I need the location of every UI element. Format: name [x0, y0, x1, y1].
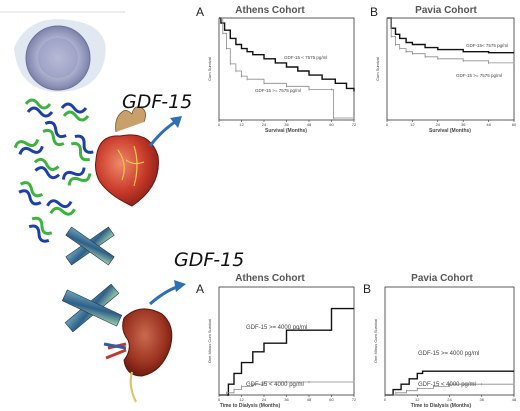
- x-tick-label: 60: [512, 122, 517, 127]
- chart-y-label: Cum Survival: [207, 57, 212, 81]
- x-tick-label: 24: [262, 397, 267, 402]
- chart-title: Pavia Cohort: [411, 273, 473, 284]
- gdf15-label-top: GDF-15: [122, 91, 192, 113]
- legend-label-high: GDF-15< 7575 pg/ml: [466, 43, 508, 48]
- x-tick-label: 48: [486, 122, 491, 127]
- legend-label-low: GDF-15 >= 7575 pg/ml: [255, 88, 301, 93]
- chart-athens-dialysis: A Athens Cohort One Minus Cum Survival T…: [196, 273, 357, 409]
- x-tick-label: 72: [352, 397, 357, 402]
- chart-panel-letter: A: [196, 282, 204, 296]
- x-tick-label: 36: [284, 122, 289, 127]
- chart-title: Athens Cohort: [235, 5, 305, 16]
- legend-label-low: GDF-15 < 4000 pg/ml: [246, 382, 304, 388]
- legend-label-low: GDF-15 < 4000 pg/ml: [418, 382, 476, 388]
- series-line: [385, 370, 514, 396]
- chart-x-label: Survival (Months): [265, 128, 307, 134]
- x-tick-label: 48: [307, 397, 312, 402]
- x-tick-label: 36: [461, 122, 466, 127]
- chart-title: Pavia Cohort: [415, 5, 477, 16]
- x-tick-label: 0: [386, 122, 389, 127]
- x-tick-label: 36: [284, 397, 289, 402]
- x-tick-label: 60: [329, 397, 334, 402]
- protein-cluster-icon: [13, 98, 94, 243]
- x-tick-label: 24: [436, 122, 441, 127]
- gdf15-label-bottom: GDF-15: [174, 249, 244, 271]
- x-tick-label: 24: [262, 122, 267, 127]
- x-tick-label: 0: [218, 397, 221, 402]
- chart-panel-letter: B: [363, 282, 371, 296]
- chart-y-label: One Minus Cum Survival: [207, 319, 212, 363]
- fiber-bundle-icon: [61, 226, 123, 333]
- chart-x-label: Time to Dialysis (Months): [411, 403, 472, 409]
- arrow-icon: [148, 116, 182, 147]
- chart-x-label: Time to Dialysis (Months): [220, 403, 281, 409]
- x-tick-label: 48: [512, 397, 517, 402]
- cell-icon: [14, 19, 106, 92]
- x-tick-label: 72: [352, 122, 357, 127]
- chart-panel-letter: B: [370, 5, 378, 19]
- series-line: [219, 307, 354, 396]
- x-tick-label: 36: [480, 397, 485, 402]
- series-line: [387, 17, 514, 54]
- x-tick-label: 60: [329, 122, 334, 127]
- chart-y-label: Cum Survival: [375, 57, 380, 81]
- heart-icon: [95, 106, 159, 207]
- legend-label-high: GDF-15 < 7575 pg/ml: [284, 55, 327, 60]
- kidney-icon: [103, 308, 173, 403]
- x-tick-label: 24: [447, 397, 452, 402]
- x-tick-label: 12: [239, 397, 244, 402]
- series-line: [219, 17, 355, 92]
- chart-athens-survival: A Athens Cohort Cum Survival Survival (M…: [196, 5, 357, 134]
- x-tick-label: 12: [239, 122, 244, 127]
- chart-pavia-dialysis: B Pavia Cohort One Minus Cum Survival Ti…: [363, 273, 517, 409]
- x-tick-label: 0: [218, 122, 221, 127]
- illustration-panel: GDF-15 GDF-15: [0, 11, 244, 403]
- x-tick-label: 12: [415, 397, 420, 402]
- series-line: [219, 17, 354, 119]
- x-tick-label: 12: [410, 122, 415, 127]
- chart-title: Athens Cohort: [235, 273, 305, 284]
- legend-label-high: GDF-15 >= 4000 pg/ml: [246, 325, 307, 331]
- x-tick-label: 0: [384, 397, 387, 402]
- legend-label-high: GDF-15 >= 4000 pg/ml: [418, 351, 479, 357]
- chart-panel-letter: A: [196, 5, 204, 19]
- legend-label-low: GDF-15 >= 7575 pg/ml: [456, 73, 502, 78]
- chart-x-label: Survival (Months): [429, 128, 471, 134]
- x-tick-label: 48: [307, 122, 312, 127]
- chart-y-label: One Minus Cum Survival: [373, 319, 378, 363]
- arrow-icon: [149, 280, 186, 306]
- chart-pavia-survival: B Pavia Cohort Cum Survival Survival (Mo…: [370, 5, 517, 134]
- series-line: [219, 381, 354, 396]
